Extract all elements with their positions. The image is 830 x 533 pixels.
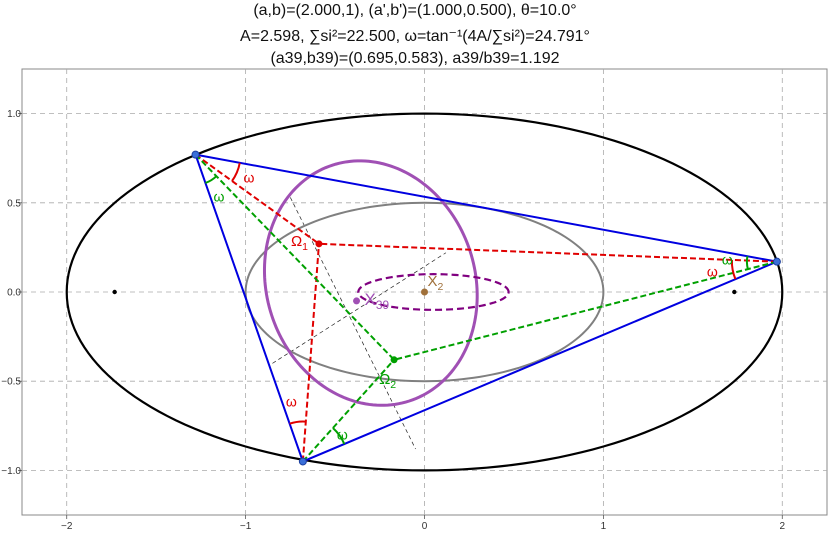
y-tick-label: 0.0 (7, 288, 21, 299)
omega-arc (231, 162, 241, 182)
x39-point (353, 297, 361, 305)
outer-ellipse (65, 112, 784, 472)
y-tick-label: 0.5 (7, 198, 21, 209)
x2-dashed-ellipse (357, 273, 510, 311)
omega1-cevian (318, 242, 777, 263)
omega1-cevian (301, 243, 320, 462)
omega-arc (745, 256, 749, 270)
y-tick-label: −1.0 (1, 466, 21, 477)
omega-label: ω (286, 393, 297, 409)
omega-arc (332, 427, 346, 445)
x-tick-label: −2 (61, 521, 73, 532)
omega2-label: Ω2 (379, 371, 396, 391)
x-tick-label: 0 (422, 521, 428, 532)
x-tick-label: −1 (240, 521, 252, 532)
x39-label: X39 (365, 290, 390, 312)
x2-label: X2 (428, 273, 444, 293)
omega-label: ω (722, 252, 733, 268)
omega1-cevian (194, 153, 320, 245)
omega-label: ω (214, 189, 225, 205)
x-tick-label: 2 (779, 521, 785, 532)
focus-point (732, 289, 737, 295)
omega2-cevian (194, 153, 395, 361)
title-line-2: A=2.598, ∑si²=22.500, ω=tan⁻¹(4A/∑si²)=2… (240, 28, 590, 45)
construction-line (272, 252, 447, 364)
construction-line (290, 197, 416, 450)
title-line-3: (a39,b39)=(0.695,0.583), a39/b39=1.192 (270, 50, 560, 67)
y-tick-label: 1.0 (7, 109, 21, 120)
omega-label: ω (337, 426, 348, 442)
omega1-point (315, 240, 323, 248)
triangle-vertex (772, 257, 781, 266)
omega-arc (289, 420, 306, 425)
triangle (194, 153, 781, 463)
x39-ellipse (262, 159, 479, 407)
omega2-cevian (393, 260, 778, 361)
omega2-point (390, 356, 398, 364)
omega-label: ω (244, 170, 255, 186)
omega-label: ω (707, 264, 718, 280)
omega2-cevian (302, 359, 395, 463)
x-tick-label: 1 (601, 521, 607, 532)
title-line-1: (a,b)=(2.000,1), (a',b')=(1.000,0.500), … (253, 2, 577, 19)
x2-point (421, 288, 428, 296)
omega-arc (205, 175, 218, 184)
inner-ellipse (244, 201, 605, 383)
y-tick-label: −0.5 (1, 377, 21, 388)
triangle-vertex (191, 150, 200, 159)
focus-point (112, 289, 117, 295)
triangle-vertex (298, 457, 307, 466)
omega1-label: Ω1 (291, 233, 308, 253)
omega-arc (730, 259, 737, 280)
